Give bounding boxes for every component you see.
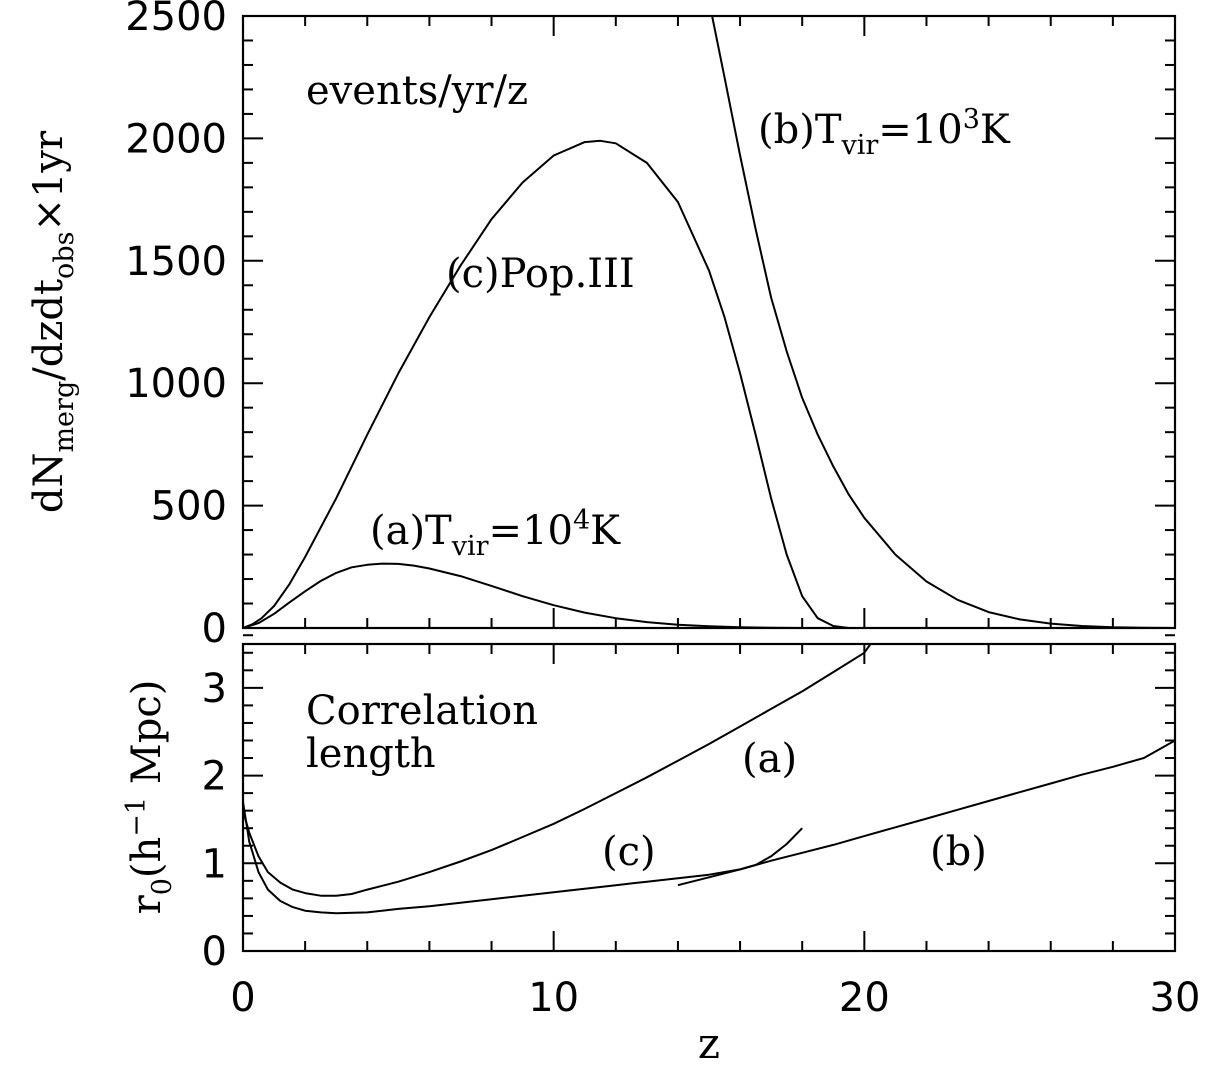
top-units-label: events/yr/z	[306, 68, 528, 114]
top-panel-curves	[243, 16, 1175, 628]
bottom-y-axis-label: r0(h−1 Mpc)	[121, 680, 178, 915]
bottom-y-label-e: Mpc)	[124, 680, 170, 797]
top-panel-frame	[241, 14, 1177, 630]
bottom-curve-b-label: (b)	[930, 829, 987, 875]
bottom-panel-ticks	[242, 634, 1176, 952]
y-tick-label: 1	[202, 841, 227, 887]
y-tick-label: 2	[202, 754, 227, 800]
y-tick-label: 0	[202, 606, 227, 652]
top-y-label-b: merg	[49, 381, 80, 453]
curve-b-label-suffix: K	[980, 107, 1011, 153]
curve-a-label-sup: 4	[573, 505, 590, 536]
y-tick-label: 0	[202, 929, 227, 975]
x-tick-label: 0	[230, 975, 255, 1021]
bot-curve-c	[243, 801, 803, 915]
curve-a-label: (a)Tvir=104K	[370, 505, 621, 562]
y-tick-label: 1000	[125, 361, 227, 407]
x-tick-label: 30	[1150, 975, 1201, 1021]
bottom-y-label-c: (h	[124, 837, 170, 878]
curve-a-label-prefix: (a)T	[370, 508, 452, 554]
curve-b-label-prefix: (b)T	[758, 107, 842, 153]
bottom-panel-curves	[243, 644, 1175, 915]
curve-a-label-suffix: K	[590, 508, 621, 554]
x-tick-label: 10	[528, 975, 579, 1021]
top-y-label-c: /dzdt	[26, 279, 72, 381]
y-tick-label: 2500	[125, 0, 227, 40]
top-panel-tick-labels: 0 500 1000 1500 2000 2500	[125, 0, 227, 652]
top-curve-b	[711, 16, 1175, 628]
curve-a-label-eq: =10	[489, 508, 573, 554]
curve-b-label-eq: =10	[878, 107, 962, 153]
curve-b-label: (b)Tvir=103K	[758, 104, 1011, 161]
bottom-y-label-d: −1	[121, 797, 152, 837]
y-tick-label: 1500	[125, 239, 227, 285]
top-y-axis-label: dNmerg/dzdtobs×1yr	[26, 130, 80, 513]
correlation-title-line1: Correlation	[306, 688, 538, 734]
x-tick-label: 20	[839, 975, 890, 1021]
correlation-title-line2: length	[306, 731, 436, 777]
bottom-panel-frame	[241, 642, 1177, 953]
top-panel-ticks	[242, 15, 1176, 629]
x-axis-label: z	[698, 1019, 720, 1065]
bottom-y-label-b: 0	[147, 878, 178, 895]
bot-curve-a	[243, 644, 872, 897]
curve-c-label: (c)Pop.III	[446, 251, 635, 297]
curve-a-label-sub: vir	[451, 531, 489, 562]
bottom-curve-a-label: (a)	[742, 736, 797, 782]
curve-b-label-sub: vir	[841, 130, 879, 161]
top-curve-c	[243, 139, 865, 628]
bottom-y-label-a: r	[124, 894, 170, 914]
curve-b-label-sup: 3	[963, 104, 980, 135]
top-y-label-a: dN	[26, 453, 72, 514]
y-tick-label: 2000	[125, 116, 227, 162]
y-tick-label: 3	[202, 666, 227, 712]
top-y-label-e: ×1yr	[26, 130, 72, 232]
y-tick-label: 500	[151, 484, 227, 530]
top-curve-a	[243, 562, 865, 628]
bot-curve-b	[677, 739, 1175, 887]
top-y-label-d: obs	[49, 232, 80, 279]
bottom-curve-c-label: (c)	[602, 829, 656, 875]
